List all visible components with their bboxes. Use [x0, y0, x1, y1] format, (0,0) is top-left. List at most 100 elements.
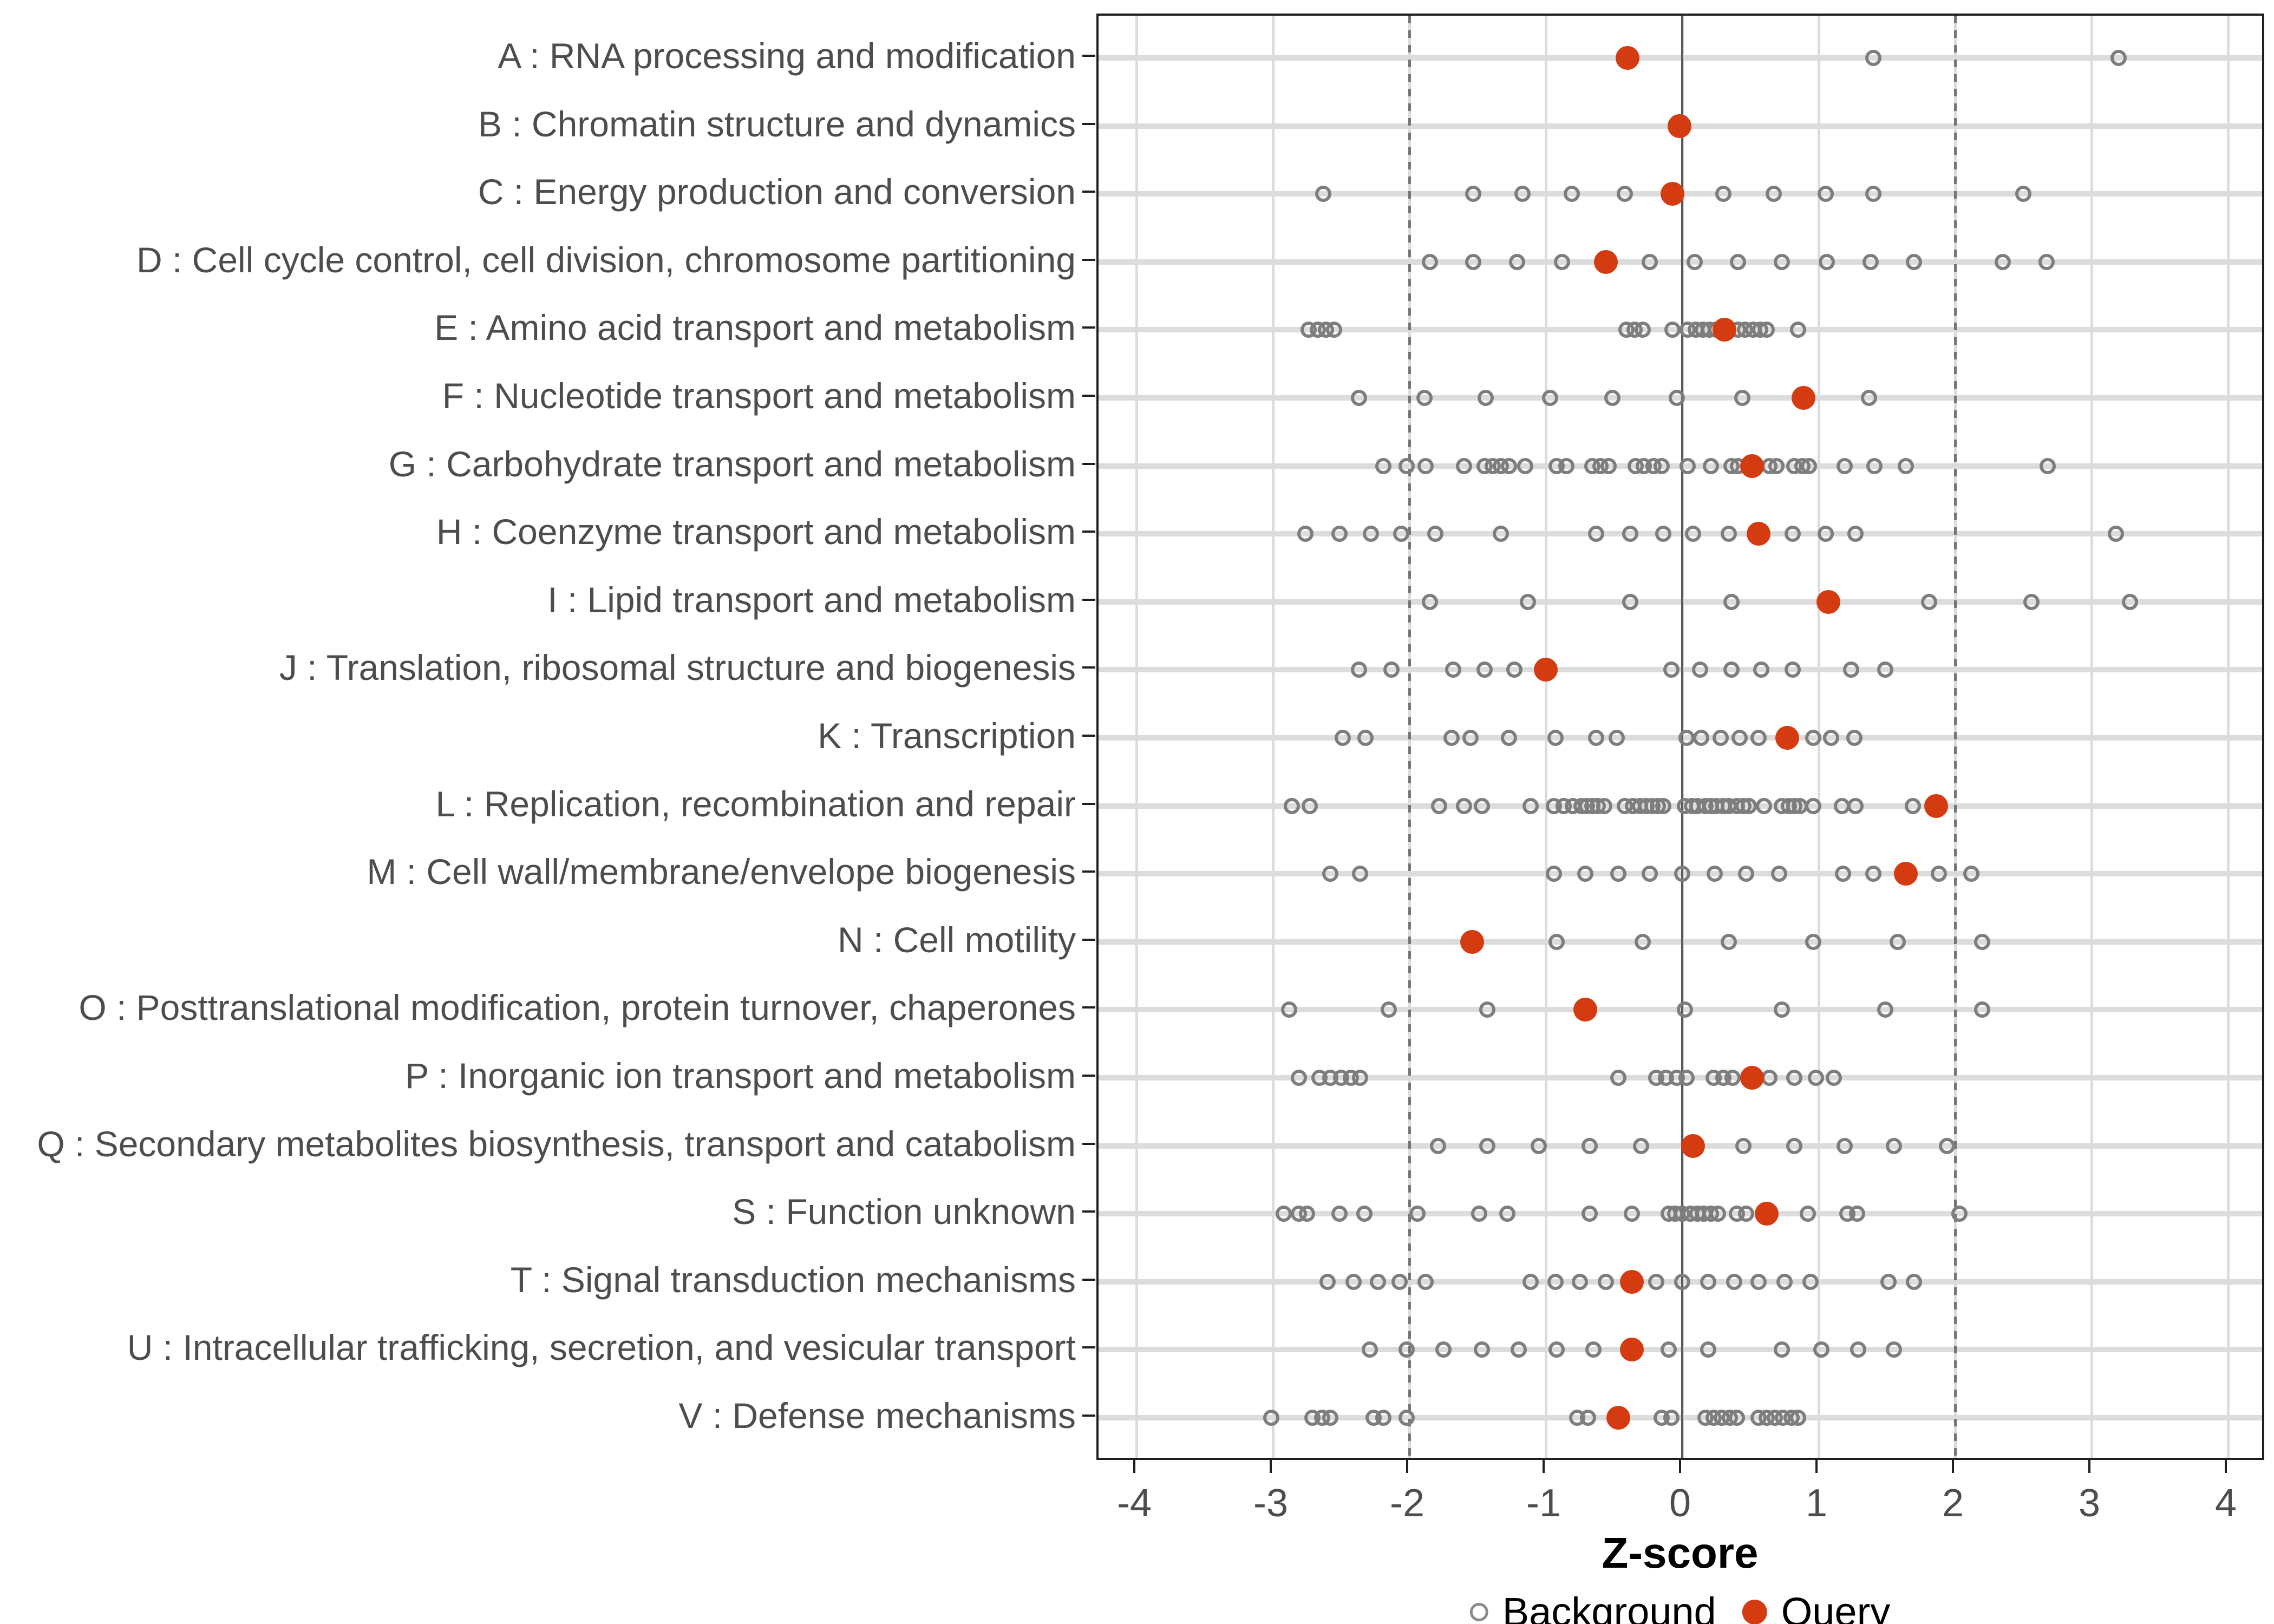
background-point — [1597, 1273, 1614, 1290]
background-point — [1622, 593, 1639, 610]
y-axis-label: V : Defense mechanisms — [678, 1396, 1076, 1436]
y-tick-mark — [1082, 1142, 1095, 1145]
background-point — [1819, 253, 1835, 270]
background-point — [1554, 253, 1571, 270]
background-point — [1357, 730, 1374, 746]
x-tick-mark — [1406, 1460, 1408, 1473]
background-point — [1817, 526, 1834, 542]
background-point — [1558, 457, 1574, 474]
background-point — [1786, 1137, 1802, 1154]
y-tick-mark — [1082, 1415, 1095, 1417]
background-point — [2121, 593, 2138, 610]
row-gridline — [1099, 55, 2262, 61]
query-point — [1894, 862, 1918, 886]
background-point — [1951, 1206, 1968, 1222]
background-point — [1898, 457, 1914, 474]
y-axis-label: Q : Secondary metabolites biosynthesis, … — [37, 1123, 1076, 1164]
background-point — [1848, 1206, 1865, 1222]
background-point — [1284, 797, 1301, 814]
y-axis-label: J : Translation, ribosomal structure and… — [279, 647, 1076, 688]
background-point — [1802, 1273, 1819, 1290]
y-tick-mark — [1082, 938, 1095, 941]
background-point — [1700, 1341, 1716, 1358]
background-point — [1825, 1070, 1842, 1086]
background-point — [1517, 457, 1534, 474]
background-point — [1785, 662, 1801, 678]
background-point — [1761, 1070, 1778, 1086]
background-point — [1281, 1001, 1298, 1018]
background-point — [1678, 730, 1695, 746]
background-point — [1393, 526, 1409, 542]
x-tick-mark — [1543, 1460, 1545, 1473]
background-point — [1723, 593, 1740, 610]
x-tick-mark — [2088, 1460, 2090, 1473]
background-point — [1455, 457, 1472, 474]
background-point — [1930, 866, 1947, 882]
background-point — [1773, 1341, 1790, 1358]
background-point — [1531, 1137, 1547, 1154]
background-point — [1862, 253, 1879, 270]
background-point — [1720, 933, 1737, 950]
background-point — [1547, 1273, 1564, 1290]
background-point — [1596, 797, 1613, 814]
background-point — [1471, 1206, 1487, 1222]
y-axis-label: U : Intracellular trafficking, secretion… — [127, 1327, 1076, 1368]
background-point — [1735, 1137, 1752, 1154]
background-point — [1686, 253, 1703, 270]
x-tick-mark — [1679, 1460, 1681, 1473]
row-gridline — [1099, 599, 2262, 605]
background-point — [1724, 1070, 1741, 1086]
x-tick-label: 4 — [2214, 1482, 2237, 1525]
background-point — [1700, 1273, 1716, 1290]
query-point — [1616, 46, 1640, 70]
x-gridline — [2090, 16, 2093, 1458]
y-axis-label: C : Energy production and conversion — [478, 172, 1076, 212]
background-point — [1835, 866, 1852, 882]
background-point — [1398, 457, 1415, 474]
y-axis-label: K : Transcription — [818, 716, 1076, 756]
background-point — [1790, 1410, 1807, 1426]
background-point — [1865, 186, 1881, 202]
background-point — [1880, 1273, 1897, 1290]
y-tick-mark — [1082, 1075, 1095, 1077]
x-tick-label: 3 — [2078, 1482, 2101, 1525]
background-point — [1890, 933, 1906, 950]
background-point — [1801, 457, 1818, 474]
background-point — [1350, 662, 1367, 678]
query-point — [1619, 1338, 1644, 1362]
background-point — [1572, 1273, 1588, 1290]
background-point — [1473, 797, 1490, 814]
background-point — [1805, 730, 1821, 746]
background-point — [1610, 866, 1626, 882]
query-point — [1740, 454, 1764, 478]
background-point — [1375, 1410, 1392, 1426]
background-point — [1885, 1137, 1902, 1154]
y-tick-mark — [1082, 326, 1095, 329]
background-point — [1465, 186, 1482, 202]
background-point — [1817, 186, 1834, 202]
background-point — [1730, 253, 1747, 270]
background-point — [1707, 866, 1723, 882]
row-gridline — [1099, 939, 2262, 945]
background-point — [1429, 1137, 1446, 1154]
row-gridline — [1099, 1347, 2262, 1353]
background-point — [1604, 390, 1621, 406]
query-point — [1775, 726, 1800, 750]
query-legend-marker-icon — [1742, 1600, 1767, 1624]
background-point — [1813, 1341, 1830, 1358]
background-point — [1768, 457, 1785, 474]
background-point — [1435, 1341, 1452, 1358]
background-point — [1995, 253, 2011, 270]
background-point — [1276, 1206, 1292, 1222]
y-tick-mark — [1082, 1346, 1095, 1349]
x-tick-label: -2 — [1389, 1482, 1425, 1525]
x-axis-title: Z-score — [1602, 1529, 1759, 1577]
background-point — [1315, 186, 1332, 202]
y-axis-label: I : Lipid transport and metabolism — [547, 579, 1076, 620]
background-point — [1398, 1410, 1415, 1426]
background-point — [1674, 1273, 1690, 1290]
y-axis-label: B : Chromatin structure and dynamics — [478, 103, 1076, 144]
x-tick-label: -4 — [1116, 1482, 1152, 1525]
background-point — [1712, 730, 1729, 746]
legend-label-query: Query — [1781, 1589, 1891, 1624]
